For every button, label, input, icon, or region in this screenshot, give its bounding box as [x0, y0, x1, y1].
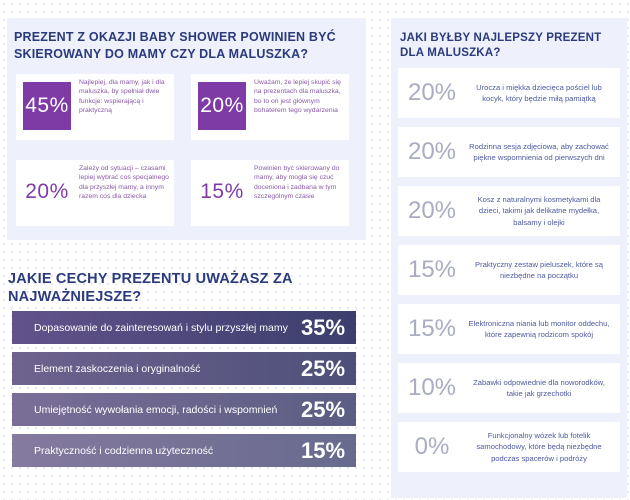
baby-gift-percent: 10% [407, 374, 457, 401]
feature-bar-label: Dopasowanie do zainteresowań i stylu prz… [34, 321, 288, 334]
baby-gift-row: 20% Urocza i miękka dziecięca pościel lu… [398, 68, 620, 118]
baby-gift-percent: 20% [407, 138, 457, 165]
baby-gift-percent: 15% [407, 315, 457, 342]
baby-gift-row: 10% Zabawki odpowiednie dla noworodków, … [398, 363, 620, 413]
baby-gift-row: 15% Praktyczny zestaw pieluszek, które s… [398, 245, 620, 295]
recipient-question-title: PREZENT Z OKAZJI BABY SHOWER POWINIEN BY… [14, 30, 336, 61]
baby-gift-text: Funkcjonalny wózek lub fotelik samochodo… [476, 430, 602, 463]
baby-gift-question-title: JAKI BYŁBY NAJLEPSZY PREZENT DLA MALUSZK… [400, 32, 602, 59]
features-question-title: JAKIE CECHY PREZENTU UWAŻASZ ZA NAJWAŻNI… [8, 271, 293, 305]
feature-bar-label: Umiejętność wywołania emocji, radości i … [34, 403, 278, 416]
recipient-card-text: Uważam, że lepiej skupić się na prezenta… [254, 79, 341, 115]
baby-gift-text: Elektroniczna niania lub monitor oddechu… [468, 318, 610, 340]
baby-gift-text: Kosz z naturalnymi kosmetykami dla dziec… [477, 194, 601, 227]
feature-bar-value: 15% [300, 437, 346, 463]
feature-bar-label: Praktyczność i codzienna użyteczność [34, 444, 214, 457]
recipient-card-percent: 20% [23, 168, 71, 216]
recipient-card-percent: 45% [23, 82, 71, 130]
feature-bar: Element zaskoczenia i oryginalność 25% [12, 352, 356, 385]
feature-bar: Umiejętność wywołania emocji, radości i … [12, 393, 356, 426]
recipient-card: 15% Powinien być skierowany do mamy, aby… [191, 160, 349, 226]
recipient-card-text: Zależy od sytuacji – czasami lepiej wybr… [79, 165, 169, 201]
baby-gift-text: Rodzinna sesja zdjęciowa, aby zachować p… [469, 141, 609, 163]
baby-gift-percent: 0% [414, 433, 450, 460]
feature-bar-value: 25% [300, 355, 346, 381]
baby-gift-percent: 15% [407, 256, 457, 283]
feature-bar-value: 35% [300, 314, 346, 340]
baby-gift-percent: 20% [407, 79, 457, 106]
baby-gift-percent: 20% [407, 197, 457, 224]
recipient-card: 20% Zależy od sytuacji – czasami lepiej … [16, 160, 174, 226]
recipient-card: 20% Uważam, że lepiej skupić się na prez… [191, 74, 349, 140]
feature-bar-value: 25% [300, 396, 346, 422]
recipient-card-percent: 15% [198, 168, 246, 216]
feature-bar: Dopasowanie do zainteresowań i stylu prz… [12, 311, 356, 344]
baby-gift-row: 15% Elektroniczna niania lub monitor odd… [398, 304, 620, 354]
recipient-card-text: Najlepiej, dla mamy, jak i dla maluszka,… [79, 79, 165, 115]
baby-gift-row: 20% Kosz z naturalnymi kosmetykami dla d… [398, 186, 620, 236]
feature-bar-label: Element zaskoczenia i oryginalność [34, 362, 201, 375]
recipient-card-text: Powinien być skierowany do mamy, aby mog… [254, 165, 340, 201]
recipient-card: 45% Najlepiej, dla mamy, jak i dla malus… [16, 74, 174, 140]
baby-gift-text: Zabawki odpowiednie dla noworodków, taki… [473, 377, 605, 399]
baby-gift-text: Praktyczny zestaw pieluszek, które są ni… [475, 259, 603, 281]
baby-gift-row: 0% Funkcjonalny wózek lub fotelik samoch… [398, 422, 620, 472]
feature-bar: Praktyczność i codzienna użyteczność 15% [12, 434, 356, 467]
baby-gift-text: Urocza i miękka dziecięca pościel lub ko… [476, 82, 602, 104]
baby-gift-row: 20% Rodzinna sesja zdjęciowa, aby zachow… [398, 127, 620, 177]
recipient-card-percent: 20% [198, 82, 246, 130]
